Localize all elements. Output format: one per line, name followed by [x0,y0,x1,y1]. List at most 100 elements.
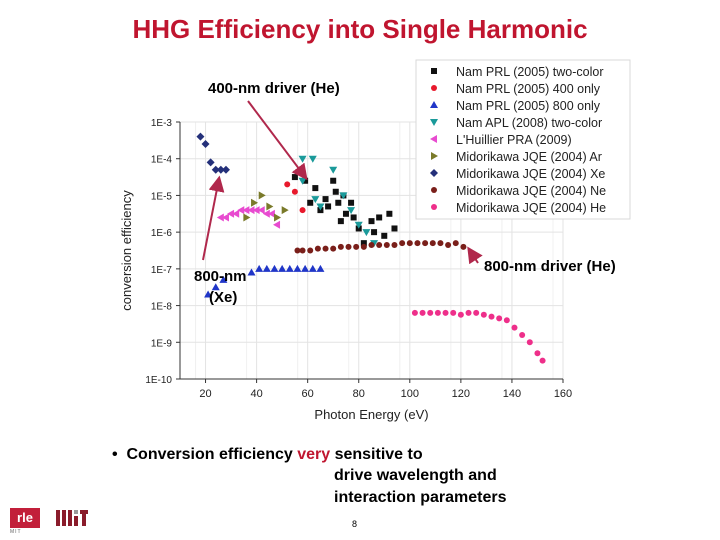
data-point [242,206,250,215]
x-tick-label: 40 [250,388,262,400]
data-point [362,229,371,237]
data-point [267,209,275,218]
data-point [460,243,467,250]
series-2 [204,264,325,298]
data-point [434,309,441,316]
annotation-800nm-xe: 800-nm [194,268,247,285]
arrow-400nm-he [247,100,308,181]
data-point [465,309,472,316]
data-point [307,247,314,254]
data-point [381,232,388,239]
data-point [330,245,337,252]
data-point [391,241,398,248]
y-tick-label: 1E-9 [151,338,173,349]
data-point [308,264,317,272]
data-point [371,229,378,236]
data-point [201,140,210,149]
legend-marker [431,204,437,210]
data-point [247,206,255,215]
y-tick-label: 1E-4 [151,155,173,166]
data-point [284,181,291,188]
data-point [376,214,383,221]
data-point [354,221,363,229]
bullet-marker: • [112,446,118,463]
annotation-800nm-xe-2: (Xe) [209,289,237,306]
legend-box [415,59,631,220]
data-point [219,275,228,283]
data-point [368,218,375,225]
data-point [457,311,464,318]
data-point [422,240,429,247]
data-point [293,264,302,272]
data-point [291,188,298,195]
rle-logo: rle [10,508,40,528]
data-point [329,166,338,174]
data-point [350,214,357,221]
legend-marker [431,187,437,193]
bullet-line-2: drive wavelength and [334,467,497,484]
legend-label: Midorikawa JQE (2004) Xe [456,167,605,181]
x-tick-label: 80 [353,388,365,400]
series-8 [411,309,546,364]
data-point [211,283,220,291]
data-point [255,264,264,272]
x-tick-label: 100 [401,388,419,400]
data-point [519,331,526,338]
legend-label: Nam APL (2008) two-color [456,116,602,130]
legend-marker [430,135,437,143]
data-point [262,264,271,272]
legend-label: Midorikawa JQE (2004) Ar [456,150,602,164]
legend-marker [430,119,438,126]
data-point [299,247,306,254]
data-point [452,240,459,247]
data-point [496,315,503,322]
data-point [247,268,256,276]
data-point [281,206,289,215]
data-point [414,240,421,247]
x-tick-label: 160 [554,388,572,400]
annotation-800nm-he: 800-nm driver (He) [484,258,616,275]
rle-logo-sub: MIT [10,529,22,535]
data-point [450,309,457,316]
series-6 [196,132,230,174]
data-point [312,185,319,192]
data-point [216,165,225,174]
x-tick-label: 120 [452,388,470,400]
legend-label: Midorikawa JQE (2004) Ne [456,184,606,198]
data-point [196,132,205,141]
bullet-emph: very [297,446,331,463]
data-point [511,324,518,331]
data-point [337,243,344,250]
data-point [322,196,329,203]
data-point [399,240,406,247]
bullet-suffix: sensitive to [330,446,423,463]
data-point [291,174,298,181]
data-point [232,209,240,218]
data-point [302,177,309,184]
data-point [353,243,360,250]
data-point [383,241,390,248]
y-tick-label: 1E-7 [151,265,173,276]
data-point [429,240,436,247]
data-point [368,241,375,248]
data-point [332,188,339,195]
arrow-800nm-he [467,246,483,265]
legend-marker [431,152,438,160]
y-tick-label: 1E-8 [151,302,173,313]
data-point [488,313,495,320]
data-point [442,309,449,316]
data-point [473,309,480,316]
data-point [386,210,393,217]
data-point [411,309,418,316]
series-4 [216,206,281,229]
bullet-text: • Conversion efficiency very sensitive t… [112,446,507,506]
arrow-800nm-xe [202,175,225,261]
series-7 [294,240,467,254]
data-point [348,199,355,206]
data-point [298,155,307,163]
data-point [360,240,367,247]
data-point [322,245,329,252]
annotation-400nm-he: 400-nm driver (He) [208,80,340,97]
data-point [534,350,541,357]
